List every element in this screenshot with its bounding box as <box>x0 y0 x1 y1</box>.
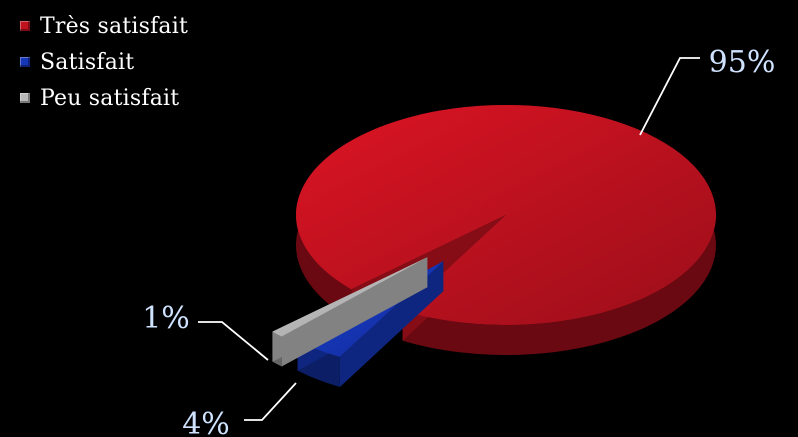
leader-line-tres-satisfait <box>639 57 700 136</box>
data-label-tres-satisfait: 95% <box>709 45 776 80</box>
legend-label-peu-satisfait: Peu satisfait <box>40 85 180 111</box>
leader-line-satisfait <box>244 382 297 421</box>
legend-label-tres-satisfait: Très satisfait <box>40 13 189 39</box>
pie-slice-peu-satisfait <box>272 257 428 367</box>
pie-slice-top-tres-satisfait <box>296 104 716 326</box>
label-layer: 95% 4% 1% <box>142 45 775 437</box>
data-label-peu-satisfait: 1% <box>142 301 190 336</box>
legend-item-tres-satisfait: Très satisfait <box>20 8 188 44</box>
pie-slice-wall-peu-satisfait-1 <box>272 257 428 362</box>
legend-item-satisfait: Satisfait <box>20 44 188 80</box>
chart-legend: Très satisfait Satisfait Peu satisfait <box>20 8 188 116</box>
legend-label-satisfait: Satisfait <box>40 49 135 75</box>
pie-slice-top-peu-satisfait <box>272 257 428 337</box>
pie-layer <box>272 104 716 388</box>
leader-line-peu-satisfait <box>198 321 269 361</box>
legend-item-peu-satisfait: Peu satisfait <box>20 80 188 116</box>
legend-swatch-tres-satisfait <box>20 21 30 31</box>
data-label-satisfait: 4% <box>182 407 230 437</box>
legend-swatch-satisfait <box>20 57 30 67</box>
legend-swatch-peu-satisfait <box>20 93 30 103</box>
